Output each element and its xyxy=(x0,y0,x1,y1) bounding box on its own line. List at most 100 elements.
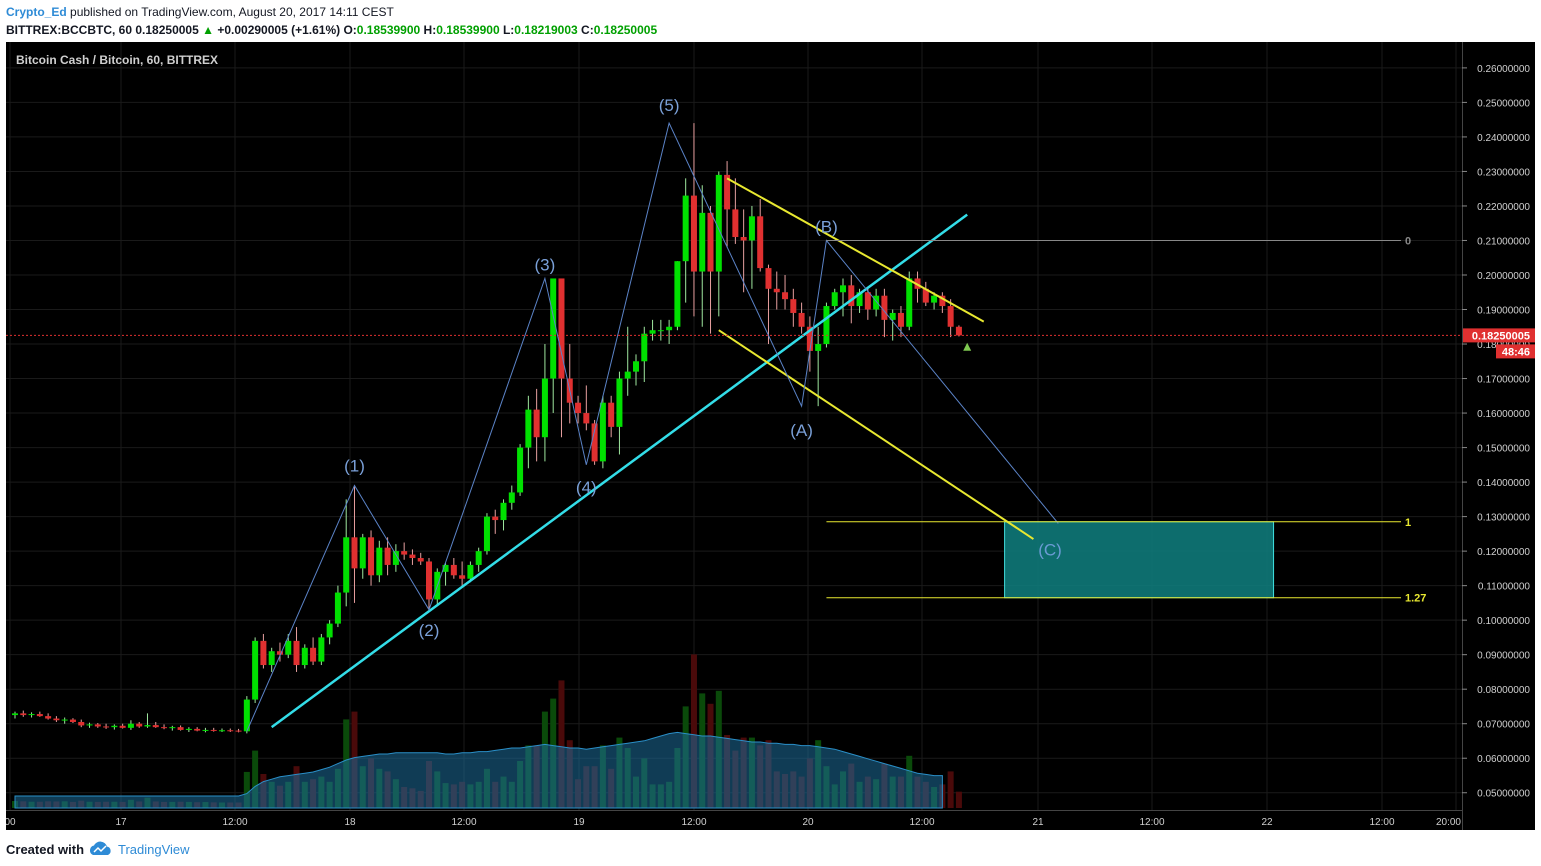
target-zone-box[interactable] xyxy=(1004,521,1275,599)
candle xyxy=(210,727,217,732)
candle xyxy=(343,499,350,607)
support-trendline[interactable] xyxy=(270,213,968,729)
chart-title: Bitcoin Cash / Bitcoin, 60, BITTREX xyxy=(16,53,218,67)
price-chart[interactable]: 011.27 (1)(2)(3)(4)(5)(A)(B)(C) Bitcoin … xyxy=(6,42,1535,830)
candle-body xyxy=(343,537,350,593)
time-tick-label: 19 xyxy=(573,817,585,828)
candle xyxy=(103,723,110,729)
candle xyxy=(459,561,466,586)
channel-upper-line[interactable] xyxy=(726,177,985,323)
candle xyxy=(583,385,590,431)
elliott-wave-path[interactable] xyxy=(246,121,1059,732)
candle xyxy=(301,644,308,669)
time-tick-label: 12:00 xyxy=(909,817,934,828)
candle xyxy=(707,205,714,334)
price-marker-triangle xyxy=(963,342,972,351)
candle-body xyxy=(450,564,457,576)
high-value: 0.18539900 xyxy=(436,23,500,37)
countdown-badge xyxy=(1496,344,1535,359)
price-tick-label: 0.11000000 xyxy=(1478,582,1531,593)
time-tick-label: 22 xyxy=(1261,817,1273,828)
price-axis[interactable] xyxy=(1462,42,1535,830)
candle-body xyxy=(922,288,929,303)
candle xyxy=(326,620,333,645)
candle-body xyxy=(368,537,375,576)
time-tick-label: 20:00 xyxy=(1436,817,1461,828)
candle-body xyxy=(831,292,838,307)
candle-body xyxy=(78,721,85,726)
candle xyxy=(467,561,474,583)
candle-body xyxy=(848,285,855,307)
candle-body xyxy=(194,728,201,731)
candle xyxy=(235,728,242,733)
symbol-label: BITTREX:BCCBTC, 60 xyxy=(6,23,133,37)
candle-body xyxy=(798,312,805,327)
candle xyxy=(889,309,896,341)
candle xyxy=(94,723,101,728)
candle xyxy=(541,344,548,462)
candle-body xyxy=(599,402,606,462)
candle-body xyxy=(757,216,764,269)
bar-countdown: 48:46 xyxy=(1502,346,1530,358)
candle-body xyxy=(931,295,938,303)
wave-label: (2) xyxy=(419,621,440,640)
candle xyxy=(12,711,18,719)
candle xyxy=(78,719,85,728)
candle xyxy=(699,185,706,327)
candle xyxy=(69,718,76,724)
candle-body xyxy=(674,261,681,327)
candle xyxy=(525,395,532,469)
close-label: C: xyxy=(581,23,594,37)
candle xyxy=(732,178,739,244)
candle-body xyxy=(351,537,358,569)
candle-body xyxy=(252,640,259,700)
price-tick-label: 0.16000000 xyxy=(1477,409,1530,420)
candle-body xyxy=(426,561,432,600)
candle xyxy=(450,558,457,579)
candle-body xyxy=(955,326,962,336)
candle-body xyxy=(641,333,648,362)
candle-body xyxy=(36,714,43,717)
open-label: O: xyxy=(343,23,357,37)
candle-body xyxy=(840,285,846,293)
candle-body xyxy=(633,361,639,372)
candle xyxy=(773,271,780,310)
candle-body xyxy=(782,292,789,300)
tradingview-brand-link[interactable]: TradingView xyxy=(118,842,190,857)
candle-body xyxy=(442,564,449,572)
candle xyxy=(185,727,192,732)
candle xyxy=(351,485,358,603)
candle-body xyxy=(690,195,697,272)
wave-label: (1) xyxy=(344,457,365,476)
chart-plot-area[interactable] xyxy=(6,42,1462,810)
tradingview-cloud-icon[interactable] xyxy=(88,840,114,858)
channel-lower-line[interactable] xyxy=(718,329,1034,540)
candle-body xyxy=(806,326,813,351)
candle xyxy=(790,288,797,327)
up-arrow-icon: ▲ xyxy=(202,23,214,37)
candle xyxy=(624,326,631,396)
candle-body xyxy=(533,409,540,438)
candle-body xyxy=(459,575,466,579)
candle-body xyxy=(947,306,954,327)
candle xyxy=(127,720,134,730)
fib-extension-levels[interactable]: 011.27 xyxy=(826,235,1426,605)
current-price-badge xyxy=(1463,328,1535,343)
candle xyxy=(144,713,151,728)
last-price: 0.18250005 xyxy=(135,23,199,37)
candle xyxy=(359,533,366,579)
candle xyxy=(252,637,259,703)
candle xyxy=(53,716,60,722)
time-axis[interactable] xyxy=(6,810,1462,830)
candle xyxy=(508,485,515,510)
candle xyxy=(517,444,524,496)
candle xyxy=(715,171,722,317)
candle xyxy=(864,288,871,320)
author-link[interactable]: Crypto_Ed xyxy=(6,5,67,19)
price-tick-label: 0.14000000 xyxy=(1477,478,1530,489)
candle xyxy=(152,721,159,728)
candle-body xyxy=(401,551,408,555)
candle xyxy=(310,637,317,666)
candle xyxy=(20,710,27,717)
high-label: H: xyxy=(423,23,437,37)
